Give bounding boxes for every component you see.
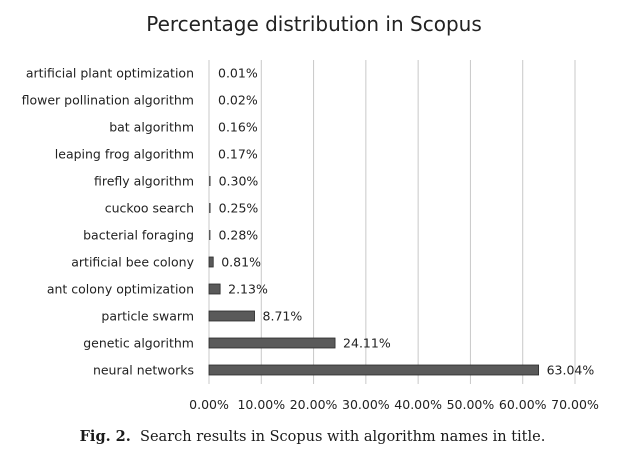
bars <box>208 176 540 376</box>
bar <box>209 230 211 240</box>
data-label: 24.11% <box>343 336 391 351</box>
category-label: particle swarm <box>101 309 194 324</box>
category-label: ant colony optimization <box>47 282 194 297</box>
bar <box>208 256 214 268</box>
data-label: 0.81% <box>221 255 261 270</box>
figure-caption: Fig. 2. Search results in Scopus with al… <box>0 428 625 445</box>
category-label: artificial plant optimization <box>26 66 194 81</box>
data-label: 0.30% <box>219 174 259 189</box>
chart-title: Percentage distribution in Scopus <box>146 12 482 36</box>
category-label: firefly algorithm <box>94 174 194 189</box>
x-tick-label: 70.00% <box>551 397 599 412</box>
category-labels: artificial plant optimization flower poll… <box>22 66 195 378</box>
category-label: genetic algorithm <box>83 336 194 351</box>
data-label: 0.02% <box>218 93 258 108</box>
x-tick-label: 50.00% <box>447 397 495 412</box>
x-tick-label: 20.00% <box>290 397 338 412</box>
data-label: 63.04% <box>547 363 595 378</box>
category-label: leaping frog algorithm <box>55 147 194 162</box>
category-label: bat algorithm <box>109 120 194 135</box>
bar <box>209 176 211 186</box>
figure-number: Fig. 2. <box>79 428 131 445</box>
gridlines <box>208 60 576 384</box>
category-label: cuckoo search <box>105 201 194 216</box>
x-tick-label: 30.00% <box>342 397 390 412</box>
data-labels: 0.01% 0.02% 0.16% 0.17% 0.30% 0.25% 0.28% 0.81%… <box>218 66 594 378</box>
caption-text: Search results in Scopus with algorithm … <box>140 429 546 445</box>
data-label: 0.01% <box>218 66 258 81</box>
bar <box>208 337 336 349</box>
category-label: neural networks <box>93 363 194 378</box>
x-tick-label: 10.00% <box>237 397 285 412</box>
data-label: 0.17% <box>218 147 258 162</box>
x-tick-label: 0.00% <box>189 397 229 412</box>
x-axis-tick-labels: 0.00% 10.00% 20.00% 30.00% 40.00% 50.00% 60.00… <box>189 397 599 412</box>
bar <box>209 203 211 213</box>
data-label: 0.16% <box>218 120 258 135</box>
data-label: 8.71% <box>263 309 303 324</box>
category-label: bacterial foraging <box>83 228 194 243</box>
bar <box>208 283 221 295</box>
category-label: artificial bee colony <box>71 255 194 270</box>
bar <box>208 310 255 322</box>
data-label: 0.28% <box>218 228 258 243</box>
x-tick-label: 60.00% <box>499 397 547 412</box>
x-tick-label: 40.00% <box>394 397 442 412</box>
data-label: 0.25% <box>219 201 259 216</box>
category-label: flower pollination algorithm <box>22 93 194 108</box>
bar <box>208 364 540 376</box>
data-label: 2.13% <box>228 282 268 297</box>
